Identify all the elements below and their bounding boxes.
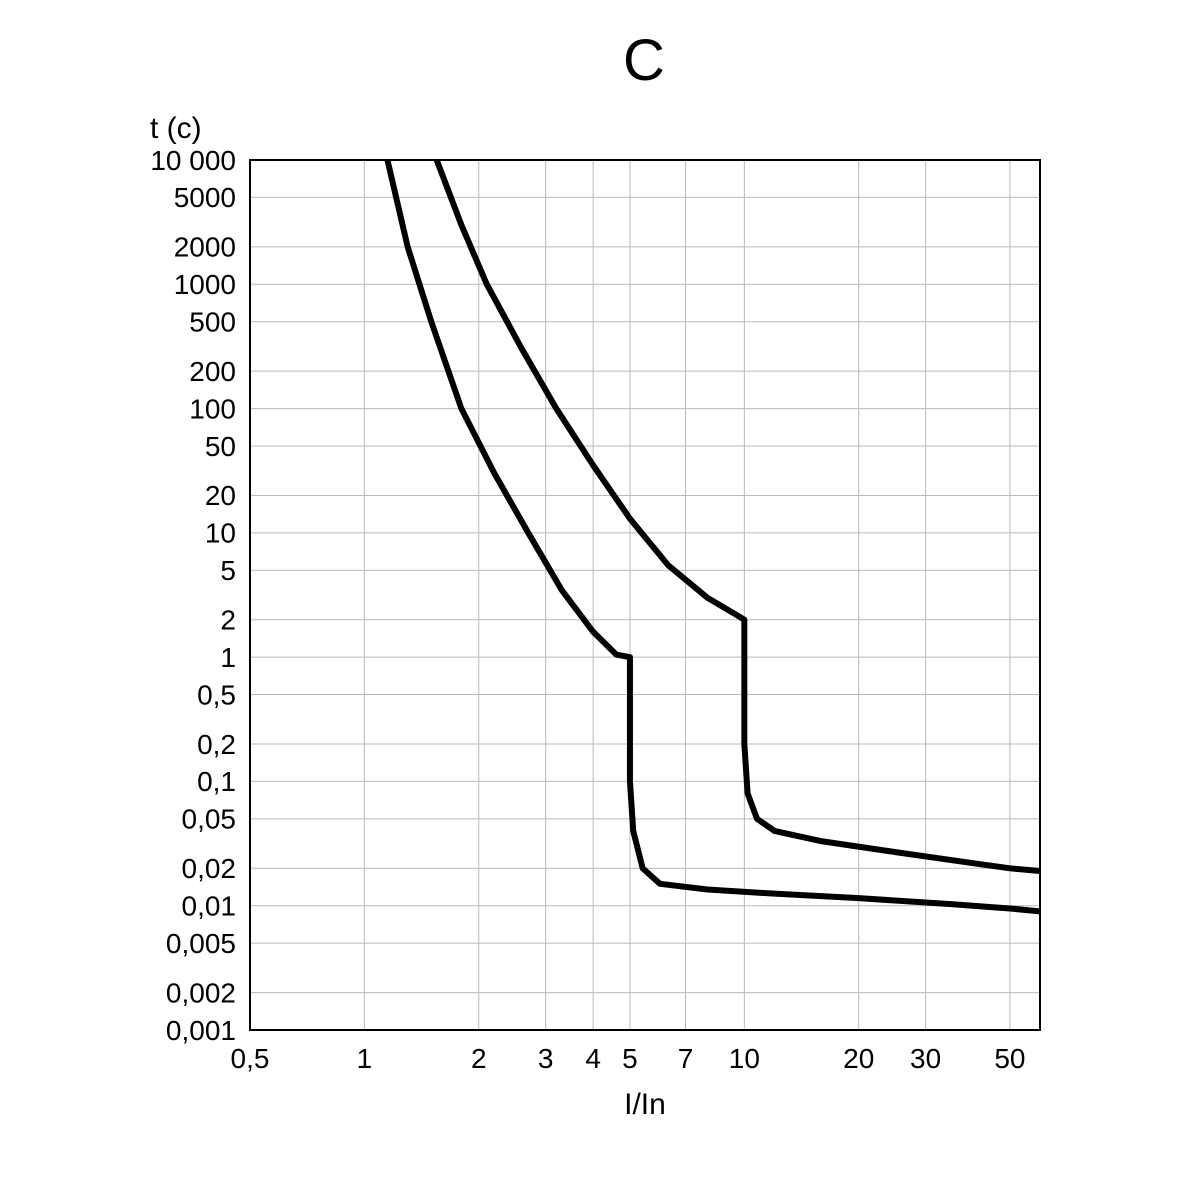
trip-curve-chart: 0,001 0,002 0,005 0,01 0,02 0,05 0,1 0,2 0,5 1 2 5 1… [0,0,1200,1200]
y-tick-label: 0,01 [182,891,237,922]
y-tick-label: 5000 [174,182,236,213]
y-tick-label: 0,02 [182,853,237,884]
y-tick-label: 50 [205,431,236,462]
y-tick-label: 1000 [174,269,236,300]
y-axis-label: t (c) [150,112,202,145]
y-tick-label: 0,005 [166,928,236,959]
x-tick-label: 10 [729,1043,760,1074]
y-tick-label: 0,5 [197,679,236,710]
y-tick-label: 100 [189,393,236,424]
y-tick-label: 200 [189,356,236,387]
y-tick-label: 0,05 [182,804,237,835]
y-tick-label: 500 [189,306,236,337]
y-tick-label: 20 [205,480,236,511]
x-tick-label: 5 [622,1043,638,1074]
x-tick-label: 20 [843,1043,874,1074]
y-tick-label: 0,1 [197,766,236,797]
y-tick-label: 5 [220,555,236,586]
y-tick-label: 0,002 [166,977,236,1008]
y-tick-label: 0,001 [166,1015,236,1046]
x-tick-label: 1 [357,1043,373,1074]
chart-title: C [623,28,667,93]
x-tick-label: 3 [538,1043,554,1074]
y-tick-label: 2000 [174,232,236,263]
y-tick-label: 10 [205,518,236,549]
page: 001.com.ua 0,0010,0020,0050,010,020,050,… [0,0,1200,1200]
x-tick-label: 50 [994,1043,1025,1074]
x-tick-label: 2 [471,1043,487,1074]
x-tick-label: 7 [678,1043,694,1074]
x-tick-label: 4 [585,1043,601,1074]
y-tick-label: 2 [220,605,236,636]
y-tick-label: 10 000 [150,145,236,176]
x-tick-label: 0,5 [231,1043,270,1074]
x-axis-label: I/In [624,1088,666,1121]
y-tick-label: 0,2 [197,729,236,760]
x-tick-label: 30 [910,1043,941,1074]
y-tick-label: 1 [220,642,236,673]
